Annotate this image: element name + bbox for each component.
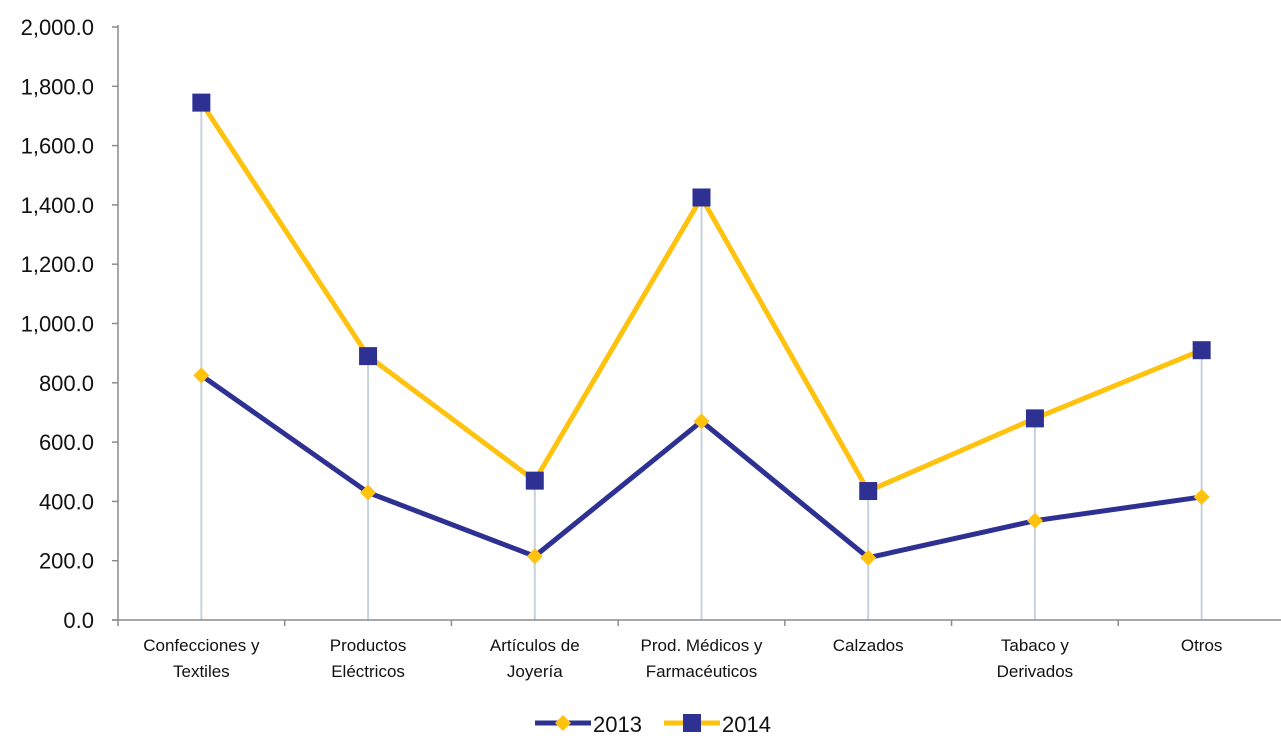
legend-label-2014: 2014 bbox=[722, 712, 771, 737]
x-axis-tick-label: Confecciones y Textiles bbox=[143, 636, 260, 681]
y-axis-tick-label: 1,600.0 bbox=[21, 134, 94, 159]
data-point-2014 bbox=[192, 93, 211, 112]
drop-lines bbox=[200, 102, 1203, 620]
y-axis-tick-label: 1,200.0 bbox=[21, 252, 94, 277]
y-axis-tick-label: 600.0 bbox=[39, 430, 94, 455]
x-axis-tick-label: Prod. Médicos y Farmacéuticos bbox=[641, 636, 763, 681]
x-axis-tick-label: Artículos de Joyería bbox=[490, 636, 580, 681]
data-point-2013 bbox=[1193, 488, 1210, 505]
data-point-2013 bbox=[360, 484, 377, 501]
y-axis-tick-label: 1,000.0 bbox=[21, 312, 94, 337]
y-axis-tick-label: 400.0 bbox=[39, 489, 94, 514]
data-point-2014 bbox=[359, 347, 378, 366]
data-point-2014 bbox=[859, 482, 878, 501]
data-point-2013 bbox=[693, 413, 710, 430]
y-axis-tick-label: 0.0 bbox=[63, 608, 94, 633]
data-point-2014 bbox=[692, 188, 711, 207]
x-axis-tick-labels: Confecciones y Textiles Productos Eléctrico… bbox=[143, 636, 1222, 681]
axes bbox=[112, 25, 1281, 626]
y-axis-tick-label: 200.0 bbox=[39, 549, 94, 574]
y-axis-tick-labels: 0.0 200.0 400.0 600.0 800.0 1,000.0 1,200.0 1,4… bbox=[21, 15, 94, 633]
y-axis-tick-label: 800.0 bbox=[39, 371, 94, 396]
data-point-2013 bbox=[860, 549, 877, 566]
data-point-2013 bbox=[526, 548, 543, 565]
y-axis-tick-label: 1,800.0 bbox=[21, 74, 94, 99]
x-axis-tick-label: Tabaco y Derivados bbox=[997, 636, 1074, 681]
data-point-2013 bbox=[1026, 512, 1043, 529]
y-axis-tick-label: 1,400.0 bbox=[21, 193, 94, 218]
legend-marker-2014 bbox=[683, 714, 701, 732]
x-axis-tick-label: Calzados bbox=[833, 636, 904, 655]
legend-label-2013: 2013 bbox=[593, 712, 642, 737]
legend: 2013 2014 bbox=[535, 712, 771, 737]
legend-marker-2013 bbox=[555, 715, 571, 731]
data-point-2013 bbox=[193, 367, 210, 384]
data-point-2014 bbox=[525, 471, 544, 490]
x-axis-tick-label: Otros bbox=[1181, 636, 1223, 655]
y-axis-tick-label: 2,000.0 bbox=[21, 15, 94, 40]
series-markers bbox=[192, 93, 1211, 566]
data-point-2014 bbox=[1192, 341, 1211, 360]
x-axis-tick-label: Productos Eléctricos bbox=[330, 636, 407, 681]
data-point-2014 bbox=[1025, 409, 1044, 428]
